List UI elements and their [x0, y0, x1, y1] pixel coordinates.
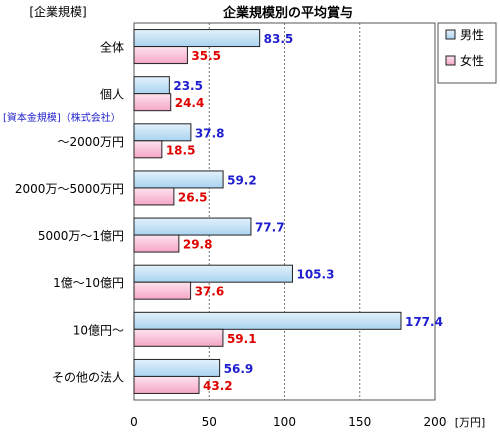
grid	[133, 22, 436, 401]
bar-女性-5	[133, 281, 192, 300]
bars: 83.5 35.5 23.5 24.4 37.8 18.5 59.2 26.5 77.7 29.8…	[133, 29, 443, 394]
data-label-女性-6: 59.1	[227, 332, 257, 346]
data-label-男性-2: 37.8	[195, 126, 225, 140]
category-label-6: 10億円～	[73, 323, 124, 337]
category-label-2: ～2000万円	[57, 135, 124, 149]
category-label-7: その他の法人	[52, 370, 124, 384]
bar-女性-3	[133, 187, 175, 206]
legend-label-0: 男性	[460, 28, 484, 42]
bar-男性-4	[133, 217, 252, 236]
bar-男性-1	[133, 76, 170, 95]
bar-女性-2	[133, 140, 163, 159]
x-tick-labels: 0 50 100 150 200	[130, 415, 446, 429]
data-label-女性-5: 37.6	[195, 285, 225, 299]
data-label-女性-4: 29.8	[183, 238, 213, 252]
bar-男性-5	[133, 264, 293, 283]
data-label-男性-3: 59.2	[227, 173, 257, 187]
unit-label: [万円]	[455, 416, 486, 429]
plot-frame	[133, 22, 436, 401]
data-label-男性-4: 77.7	[255, 221, 285, 235]
x-tick-label-3: 150	[348, 415, 371, 429]
bar-女性-0	[133, 46, 188, 65]
chart-title: 企業規模別の平均賞与	[222, 5, 353, 21]
legend-swatch-0	[445, 29, 456, 40]
x-tick-label-2: 100	[273, 415, 296, 429]
x-tick-label-4: 200	[424, 415, 447, 429]
data-label-女性-7: 43.2	[203, 379, 233, 393]
category-label-5: 1億～10億円	[53, 276, 124, 290]
category-label-4: 5000万～1億円	[38, 229, 124, 243]
data-label-男性-1: 23.5	[173, 79, 203, 93]
x-tick-label-1: 50	[202, 415, 217, 429]
bar-女性-6	[133, 328, 224, 347]
category-label-3: 2000万～5000万円	[15, 182, 124, 196]
data-label-女性-3: 26.5	[178, 190, 208, 204]
bar-男性-2	[133, 123, 192, 142]
bar-女性-4	[133, 234, 180, 253]
bar-女性-1	[133, 93, 172, 112]
legend-swatch-1	[445, 55, 456, 66]
bar-男性-7	[133, 358, 221, 377]
data-label-男性-6: 177.4	[405, 315, 443, 329]
data-label-女性-2: 18.5	[166, 143, 196, 157]
data-label-男性-5: 105.3	[296, 268, 334, 282]
legend-label-1: 女性	[460, 53, 484, 68]
category-label-1: 個人	[100, 88, 124, 102]
data-label-男性-0: 83.5	[264, 32, 294, 46]
bar-男性-6	[133, 311, 402, 330]
category-group-label: [資本金規模]（株式会社）	[3, 111, 121, 124]
bar-女性-7	[133, 375, 200, 394]
data-label-女性-0: 35.5	[191, 49, 221, 63]
category-label-0: 全体	[100, 40, 124, 55]
bar-男性-0	[133, 29, 261, 48]
data-label-男性-7: 56.9	[224, 362, 254, 376]
category-axis-label: [企業規模]	[29, 4, 86, 19]
bar-男性-3	[133, 170, 224, 189]
data-label-女性-1: 24.4	[175, 96, 205, 110]
x-tick-label-0: 0	[130, 415, 138, 429]
